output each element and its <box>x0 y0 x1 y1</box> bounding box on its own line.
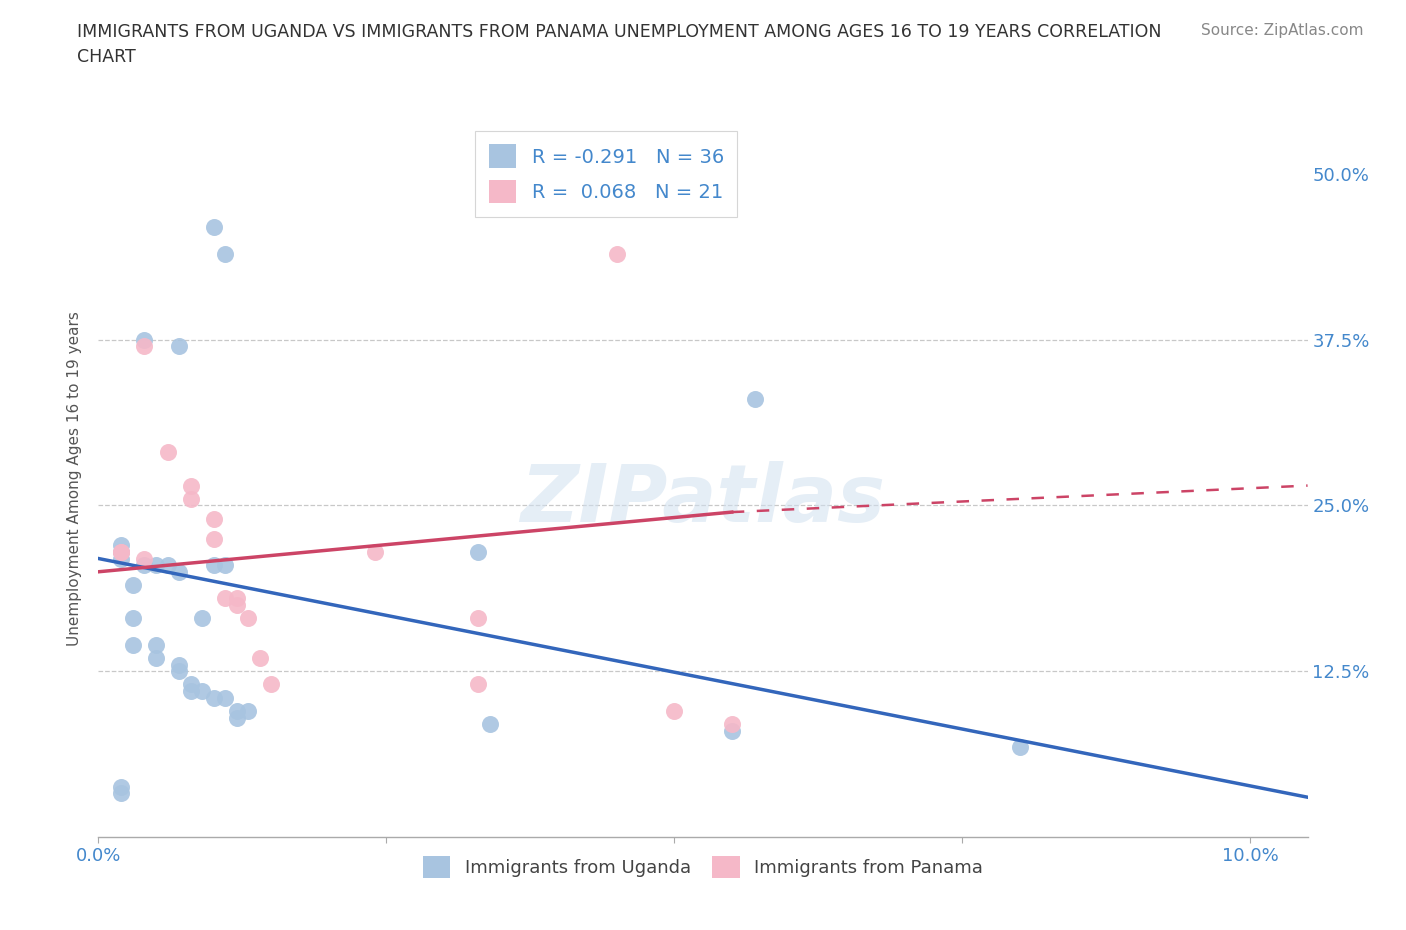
Point <box>110 544 132 559</box>
Point <box>122 611 145 626</box>
Point <box>1008 739 1031 754</box>
Point <box>202 219 225 234</box>
Point <box>110 544 132 559</box>
Point <box>122 637 145 652</box>
Point <box>110 551 132 566</box>
Point <box>214 690 236 705</box>
Point <box>156 445 179 459</box>
Point <box>134 332 156 347</box>
Point <box>664 704 686 719</box>
Point <box>202 690 225 705</box>
Point <box>467 544 489 559</box>
Point <box>249 651 271 666</box>
Point <box>134 558 156 573</box>
Y-axis label: Unemployment Among Ages 16 to 19 years: Unemployment Among Ages 16 to 19 years <box>67 312 83 646</box>
Point <box>202 512 225 526</box>
Point <box>167 339 190 353</box>
Point <box>180 491 202 506</box>
Point <box>202 531 225 546</box>
Point <box>260 677 283 692</box>
Point <box>167 664 190 679</box>
Point <box>606 246 628 261</box>
Point <box>225 704 247 719</box>
Point <box>236 704 259 719</box>
Point <box>720 724 742 738</box>
Point <box>167 658 190 672</box>
Point <box>191 611 214 626</box>
Text: Source: ZipAtlas.com: Source: ZipAtlas.com <box>1201 23 1364 38</box>
Point <box>167 565 190 579</box>
Point <box>467 611 489 626</box>
Point <box>214 558 236 573</box>
Point <box>180 478 202 493</box>
Point <box>156 558 179 573</box>
Point <box>364 544 387 559</box>
Point <box>180 684 202 698</box>
Point <box>110 779 132 794</box>
Point <box>236 611 259 626</box>
Point <box>467 677 489 692</box>
Point <box>744 392 766 406</box>
Point <box>122 578 145 592</box>
Point <box>145 651 167 666</box>
Point <box>110 538 132 552</box>
Point <box>110 786 132 801</box>
Point <box>720 717 742 732</box>
Point <box>225 591 247 605</box>
Text: ZIPatlas: ZIPatlas <box>520 461 886 539</box>
Point <box>214 591 236 605</box>
Point <box>180 677 202 692</box>
Text: IMMIGRANTS FROM UGANDA VS IMMIGRANTS FROM PANAMA UNEMPLOYMENT AMONG AGES 16 TO 1: IMMIGRANTS FROM UGANDA VS IMMIGRANTS FRO… <box>77 23 1161 66</box>
Point <box>225 597 247 612</box>
Point <box>478 717 501 732</box>
Point <box>214 246 236 261</box>
Point <box>225 711 247 725</box>
Point <box>134 339 156 353</box>
Point <box>145 637 167 652</box>
Point <box>110 544 132 559</box>
Point <box>191 684 214 698</box>
Point <box>202 558 225 573</box>
Point <box>134 551 156 566</box>
Point <box>145 558 167 573</box>
Legend: Immigrants from Uganda, Immigrants from Panama: Immigrants from Uganda, Immigrants from … <box>416 849 990 885</box>
